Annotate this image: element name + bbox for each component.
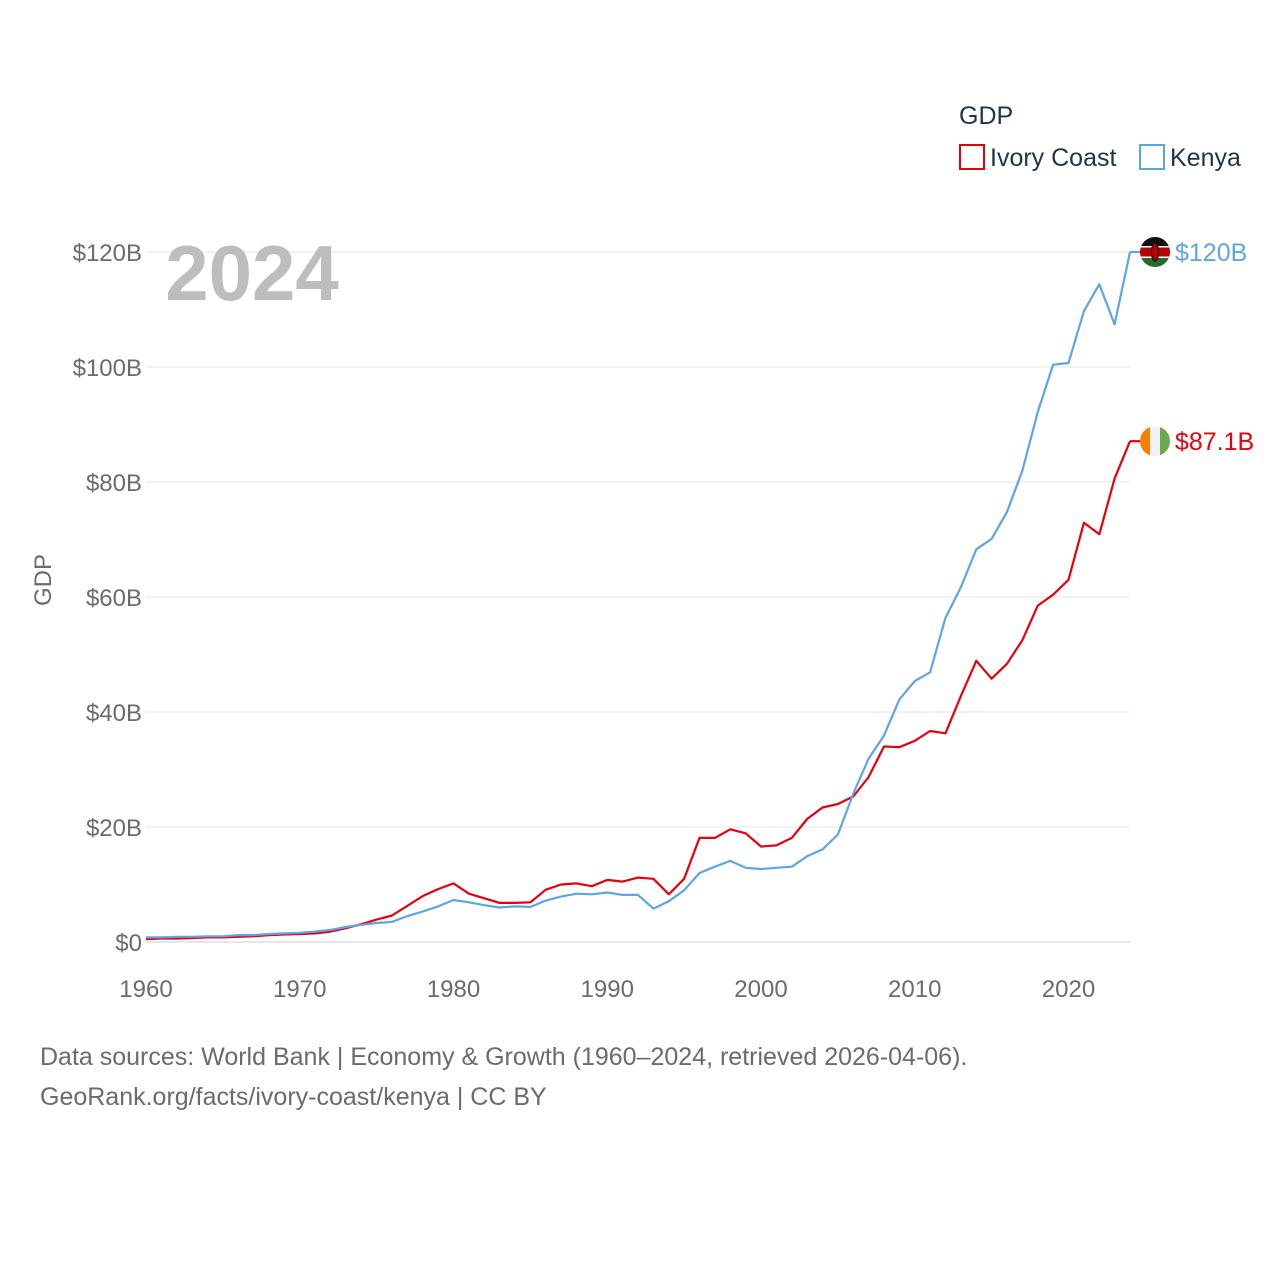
y-axis-ticks: $0 $20B $40B $60B $80B $100B $120B (73, 240, 142, 957)
legend-item-kenya[interactable]: Kenya (1139, 144, 1241, 172)
x-tick-label: 2000 (734, 976, 787, 1003)
legend-swatch-kenya (1139, 144, 1165, 170)
legend-label-ivory-coast: Ivory Coast (990, 144, 1116, 172)
year-label: 2024 (165, 229, 339, 317)
y-tick-label: $40B (86, 700, 142, 727)
y-tick-label: $60B (86, 585, 142, 612)
end-value-label: $120B (1175, 239, 1247, 267)
legend: GDP Ivory Coast Kenya (959, 102, 1241, 172)
legend-swatch-ivory-coast (959, 144, 985, 170)
ivory-coast-flag-icon (1140, 426, 1170, 457)
x-tick-label: 1960 (119, 976, 172, 1003)
y-axis-label: GDP (30, 554, 57, 606)
y-tick-label: $80B (86, 470, 142, 497)
x-tick-label: 2010 (888, 976, 941, 1003)
legend-title: GDP (959, 102, 1013, 130)
footer-sources: Data sources: World Bank | Economy & Gro… (40, 1043, 968, 1071)
x-tick-label: 1980 (427, 976, 480, 1003)
y-tick-label: $0 (115, 930, 142, 957)
x-tick-label: 1990 (581, 976, 634, 1003)
end-markers: $87.1B $120B (1130, 237, 1254, 457)
legend-item-ivory-coast[interactable]: Ivory Coast (959, 144, 1116, 172)
gridlines (146, 251, 1130, 943)
legend-label-kenya: Kenya (1170, 144, 1241, 172)
footer-attribution: GeoRank.org/facts/ivory-coast/kenya | CC… (40, 1083, 547, 1111)
series-line-ivory-coast (145, 440, 1132, 941)
series-lines (145, 251, 1132, 941)
end-value-label: $87.1B (1175, 428, 1254, 456)
kenya-flag-icon (1140, 237, 1170, 267)
y-tick-label: $20B (86, 815, 142, 842)
y-tick-label: $120B (73, 240, 142, 267)
x-axis-ticks: 1960 1970 1980 1990 2000 2010 2020 (119, 976, 1095, 1003)
series-line-kenya (146, 251, 1132, 939)
x-tick-label: 2020 (1042, 976, 1095, 1003)
y-tick-label: $100B (73, 355, 142, 382)
x-tick-label: 1970 (273, 976, 326, 1003)
